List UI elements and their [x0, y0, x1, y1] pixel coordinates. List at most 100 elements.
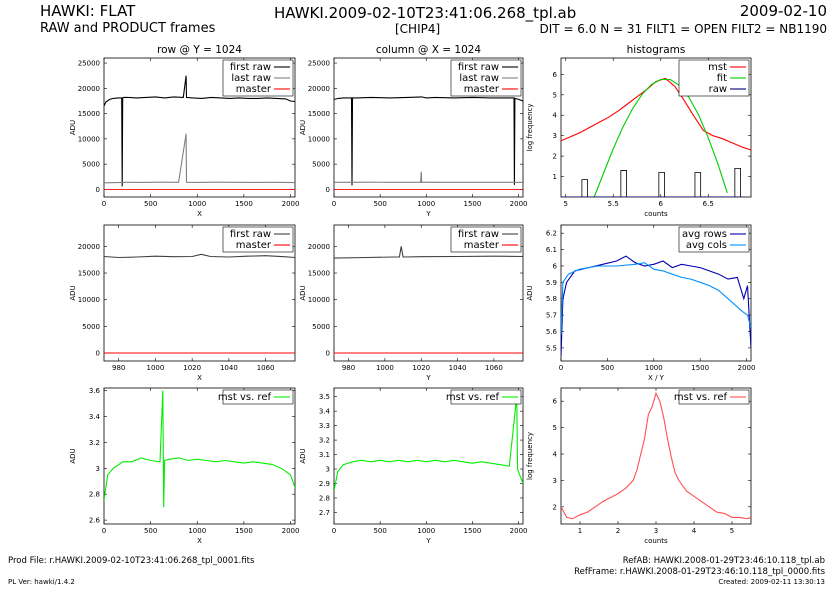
x-tick-label: 2000: [282, 527, 300, 535]
series-line-fit: [593, 78, 728, 197]
chart-histograms: histograms 5 5.5 6 6.5 1 2 3 4 5 6 counts log freque…: [526, 44, 752, 218]
x-axis-label: Y: [425, 537, 431, 545]
x-tick-label: 5.5: [608, 200, 619, 208]
chart-title: histograms: [627, 44, 686, 56]
y-tick-label: 5.8: [546, 295, 557, 303]
legend: mst vs. ref: [674, 389, 750, 405]
plot-frame: [560, 224, 752, 362]
series-line-first-raw: [334, 96, 523, 186]
y-axis-label: log frequency: [526, 432, 534, 480]
raw-histogram-bar: [734, 167, 741, 197]
y-tick-label: 10000: [308, 135, 330, 143]
raw-histogram-bar: [581, 179, 589, 197]
y-axis-label: ADU: [69, 448, 77, 463]
y-tick-label: 5.6: [546, 328, 558, 336]
series-line-avg-rows: [561, 255, 751, 357]
y-tick-label: 2.8: [319, 494, 330, 502]
y-tick-label: 2.6: [89, 517, 101, 525]
y-tick-label: 5000: [82, 323, 100, 331]
x-tick-label: 0: [102, 200, 106, 208]
y-tick-label: 20000: [78, 85, 100, 93]
header-parameters: DIT = 6.0 N = 31 FILT1 = OPEN FILT2 = NB…: [539, 22, 827, 36]
x-axis-label: Y: [425, 374, 431, 382]
raw-histogram-bar: [694, 172, 702, 197]
x-axis-label: X: [197, 374, 202, 382]
y-axis-label: ADU: [69, 285, 77, 300]
header-title: HAWKI: FLAT: [40, 2, 136, 20]
x-tick-label: 1000: [417, 200, 435, 208]
y-tick-label: 3.5: [319, 393, 330, 401]
x-tick-label: 1000: [376, 364, 394, 372]
y-tick-label: 6: [553, 262, 558, 270]
y-tick-label: 20000: [308, 85, 330, 93]
series-line-first-raw: [334, 246, 523, 259]
footer-product-file: Prod File: r.HAWKI.2009-02-10T23:41:06.2…: [8, 556, 255, 566]
y-tick-label: 3: [326, 466, 330, 474]
raw-histogram-bar: [620, 170, 627, 197]
y-tick-label: 15000: [78, 270, 100, 278]
x-tick-label: 1000: [188, 200, 206, 208]
series-line-first-raw: [104, 75, 295, 187]
x-tick-label: 1500: [235, 527, 253, 535]
x-tick-label: 980: [112, 364, 125, 372]
x-tick-label: 1500: [235, 200, 253, 208]
y-tick-label: 6: [553, 71, 558, 79]
legend-label: first raw: [458, 62, 499, 73]
x-tick-label: 1040: [220, 364, 238, 372]
legend-label: fit: [717, 73, 727, 84]
x-tick-label: 2000: [738, 364, 756, 372]
x-tick-label: 2: [616, 527, 620, 535]
y-tick-label: 3.4: [319, 408, 331, 416]
chart-title: column @ X = 1024: [376, 44, 482, 56]
y-tick-label: 20000: [78, 243, 100, 251]
x-tick-label: 500: [373, 527, 386, 535]
y-tick-label: 15000: [78, 110, 100, 118]
x-axis-label: counts: [644, 210, 668, 218]
legend-label: avg rows: [682, 229, 727, 240]
y-tick-label: 6: [553, 398, 558, 406]
x-axis-label: X: [197, 210, 202, 218]
chart-average-profiles: 0 500 1000 1500 2000 5.5 5.6 5.7 5.8 5.9 6 6.1 6.2 X …: [526, 224, 755, 382]
x-tick-label: 1500: [464, 527, 482, 535]
legend: mst vs. ref: [218, 389, 294, 405]
y-tick-label: 3: [553, 477, 557, 485]
y-tick-label: 3.2: [319, 437, 330, 445]
x-axis-label: X: [197, 537, 202, 545]
legend-label: master: [236, 240, 272, 251]
header-subtitle: RAW and PRODUCT frames: [40, 21, 216, 36]
y-tick-label: 25000: [308, 60, 330, 68]
x-tick-label: 1000: [188, 527, 206, 535]
x-tick-label: 1020: [183, 364, 201, 372]
series-line-avg-cols: [561, 262, 751, 335]
x-tick-label: 0: [102, 527, 106, 535]
series-line-last-raw: [334, 171, 523, 183]
legend-label: first raw: [230, 62, 271, 73]
plot-frame: [103, 57, 296, 198]
x-tick-label: 1040: [449, 364, 467, 372]
legend-label: master: [464, 84, 500, 95]
legend-label: mst vs. ref: [446, 392, 500, 403]
y-axis-label: ADU: [526, 285, 534, 300]
chart-column-zoom: 980 1000 1020 1040 1060 0 5000 10000 15000 20000 Y…: [299, 224, 524, 382]
plot-frame: [103, 387, 296, 525]
x-tick-label: 1000: [147, 364, 165, 372]
y-tick-label: 2: [553, 503, 557, 511]
legend-box: [222, 226, 294, 253]
y-axis-label: ADU: [299, 285, 307, 300]
chart-ratio-column: 0 500 1000 1500 2000 2.7 2.8 2.9 3 3.1 3.2 3.3 3.4 3.…: [299, 387, 527, 545]
series-line-mst-vs-ref: [561, 391, 751, 520]
y-tick-label: 3.3: [319, 422, 330, 430]
y-tick-label: 15000: [308, 110, 330, 118]
y-tick-label: 2.7: [319, 509, 330, 517]
y-tick-label: 0: [326, 186, 330, 194]
series-line-last-raw: [104, 133, 295, 184]
legend-box: [678, 226, 750, 253]
plot-frame: [103, 224, 296, 362]
x-tick-label: 500: [601, 364, 614, 372]
x-tick-label: 0: [332, 527, 336, 535]
y-tick-label: 20000: [308, 243, 330, 251]
